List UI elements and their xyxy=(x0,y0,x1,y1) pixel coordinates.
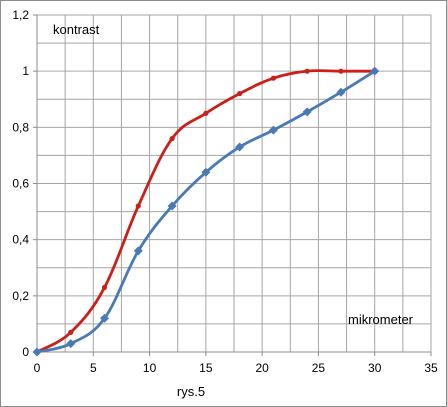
y-tick-label: 1 xyxy=(22,64,29,78)
data-point-dot xyxy=(169,135,175,142)
y-axis-label: kontrast xyxy=(53,22,100,37)
y-tick-label: 0 xyxy=(22,345,29,359)
data-point-dot xyxy=(270,75,276,81)
x-tick-label: 0 xyxy=(34,361,41,375)
y-tick-label: 1,2 xyxy=(12,8,29,22)
data-point-dot xyxy=(68,329,74,335)
series-group xyxy=(32,66,380,357)
x-tick-label: 35 xyxy=(424,361,438,375)
tick-labels: 0 5 10 15 20 25 30 35 0 0,2 0,4 0,6 0,8 1 1,2 xyxy=(12,8,438,375)
data-point-dot xyxy=(135,203,141,209)
x-tick-label: 20 xyxy=(255,361,269,375)
x-tick-label: 30 xyxy=(368,361,382,375)
data-point-diamond xyxy=(167,201,177,211)
x-tick-label: 25 xyxy=(312,361,326,375)
data-point-diamond xyxy=(32,347,42,357)
data-point-dot xyxy=(203,110,209,116)
y-tick-label: 0,4 xyxy=(12,233,29,247)
data-point-dot xyxy=(304,68,310,74)
data-point-dot xyxy=(101,284,108,291)
y-tick-label: 0,6 xyxy=(12,177,29,191)
x-tick-label: 15 xyxy=(199,361,213,375)
data-point-diamond xyxy=(133,246,143,256)
data-point-diamond xyxy=(100,313,110,323)
data-point-diamond xyxy=(268,125,278,135)
data-point-diamond xyxy=(336,87,346,97)
data-point-dot xyxy=(237,91,243,97)
data-point-dot xyxy=(338,68,344,74)
series-2 xyxy=(32,66,380,357)
x-tick-label: 5 xyxy=(90,361,97,375)
data-point-diamond xyxy=(201,167,211,177)
data-point-diamond xyxy=(370,66,380,76)
data-point-diamond xyxy=(235,142,245,152)
x-tick-label: 10 xyxy=(143,361,157,375)
data-point-diamond xyxy=(66,339,76,349)
y-tick-label: 0,2 xyxy=(12,289,29,303)
series-line xyxy=(35,69,377,354)
figure-caption: rys.5 xyxy=(177,384,205,399)
data-point-diamond xyxy=(302,107,312,117)
x-axis-label: mikrometer xyxy=(348,312,414,327)
y-tick-label: 0,8 xyxy=(12,120,29,134)
